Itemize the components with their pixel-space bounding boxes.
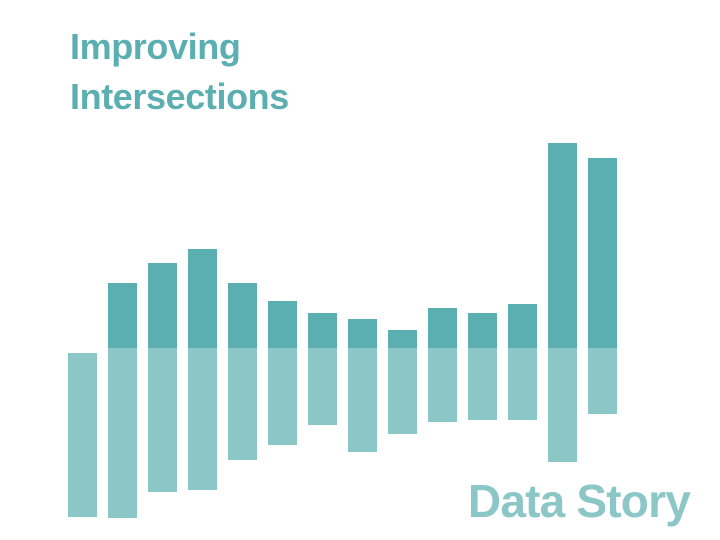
bar-segment-below-baseline <box>428 348 457 422</box>
bar-segment-above-baseline <box>308 313 337 348</box>
bar-segment-above-baseline <box>108 283 137 348</box>
bar <box>228 283 257 460</box>
bar-segment-above-baseline <box>428 308 457 348</box>
bar <box>508 304 537 420</box>
bar <box>68 348 97 517</box>
bar <box>348 319 377 452</box>
bar-segment-below-baseline <box>188 348 217 490</box>
bar-segment-below-baseline <box>108 348 137 518</box>
bar <box>388 330 417 434</box>
bar-segment-below-baseline <box>148 348 177 492</box>
bar-segment-below-baseline <box>548 348 577 462</box>
page-title: Improving Intersections <box>70 26 289 117</box>
bar-segment-below-baseline <box>308 348 337 425</box>
footer-label: Data Story <box>467 475 691 527</box>
bar-segment-above-baseline <box>388 330 417 348</box>
bar-segment-above-baseline <box>468 313 497 348</box>
bar-segment-below-baseline <box>388 348 417 434</box>
bar-segment-below-baseline <box>228 348 257 460</box>
bar <box>428 308 457 422</box>
bar <box>108 283 137 518</box>
bar-segment-below-baseline <box>588 348 617 414</box>
bar <box>468 313 497 420</box>
bar-segment-above-baseline <box>348 319 377 348</box>
bar-segment-above-baseline <box>228 283 257 348</box>
bar-segment-below-baseline <box>508 348 537 420</box>
bar-segment-above-baseline <box>548 143 577 348</box>
bar-segment-above-baseline <box>188 249 217 348</box>
bar-segment-above-baseline <box>148 263 177 348</box>
bar-segment-below-baseline <box>68 353 97 517</box>
bar-segment-below-baseline <box>348 348 377 452</box>
bar <box>548 143 577 462</box>
bar-segment-below-baseline <box>468 348 497 420</box>
bar-segment-below-baseline <box>268 348 297 445</box>
bar <box>308 313 337 425</box>
bar <box>188 249 217 490</box>
bar-segment-above-baseline <box>508 304 537 348</box>
bar <box>148 263 177 492</box>
bar-segment-above-baseline <box>588 158 617 348</box>
bar <box>268 301 297 445</box>
bar <box>588 158 617 414</box>
bar-segment-above-baseline <box>268 301 297 348</box>
